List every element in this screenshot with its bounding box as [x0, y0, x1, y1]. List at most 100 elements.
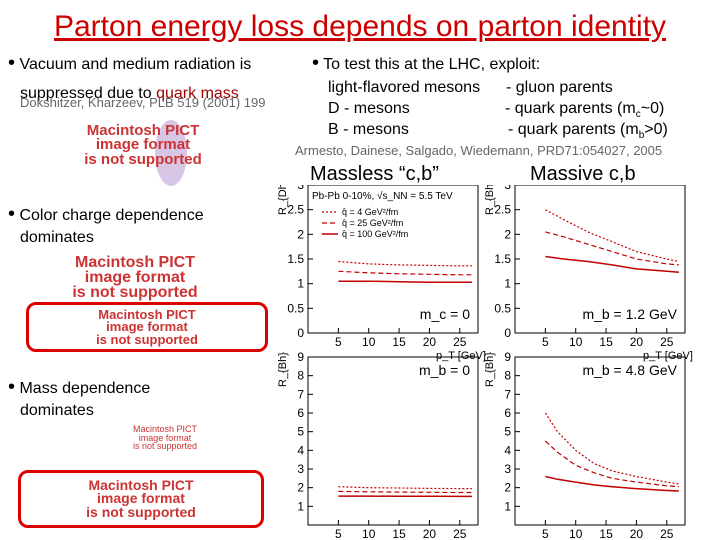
pict-placeholder-1: Macintosh PICT image format is not suppo… — [58, 122, 228, 167]
y-tick-label: 3 — [504, 462, 511, 476]
y-tick-label: 1.5 — [287, 252, 304, 266]
y-tick-label: 4 — [504, 443, 511, 457]
bullet-dot: • — [312, 52, 320, 74]
legend-entry: q̂ = 4 GeV²/fm — [342, 207, 398, 217]
bullet-radiation-line2: suppressed due to quark mass — [20, 84, 239, 103]
y-tick-label: 1 — [297, 277, 304, 291]
pict-placeholder-5: Macintosh PICT image format is not suppo… — [21, 477, 261, 520]
bullet-dot: • — [8, 52, 16, 74]
y-tick-label: 3 — [504, 185, 511, 192]
y-axis-label: R_{Bh} — [484, 185, 496, 215]
row-light-mesons: light-flavored mesons — [328, 79, 481, 96]
x-tick-label: 15 — [599, 335, 613, 349]
pict-text-line: image format — [138, 432, 192, 443]
series-line — [544, 440, 679, 488]
y-tick-label: 3 — [297, 462, 304, 476]
series-line — [545, 209, 680, 263]
y-axis-label: R_{Bh} — [277, 352, 289, 387]
y-tick-label: 2 — [297, 227, 304, 241]
y-tick-label: 6 — [504, 406, 511, 420]
row2-sub: c — [635, 109, 641, 121]
row3-text: - quark parents (m — [508, 121, 639, 138]
y-tick-label: 0.5 — [287, 301, 304, 315]
pict-text-line: image format — [97, 490, 185, 507]
mass-label: m_c = 0 — [420, 306, 470, 322]
row-quark-parents-c: - quark parents (mc~0) — [505, 99, 664, 124]
chart-panel-top-right: 0 0.5 1 1.5 2 2.5 3 5 10 15 20 25 R_{Bh} p_T [GeV] m_b… — [484, 185, 693, 362]
pict-box-red-2: Macintosh PICT image format is not suppo… — [18, 470, 264, 528]
row-b-mesons: B - mesons — [328, 121, 409, 138]
pict-text-line: image format — [95, 136, 191, 154]
chart-panel-top-left: 0 0.5 1 1.5 2 2.5 3 5 10 15 20 25 R_{Dh} p_T [GeV] m_c… — [277, 185, 486, 362]
y-tick-label: 9 — [297, 350, 304, 364]
pict-box-red-1: Macintosh PICT image format is not suppo… — [26, 302, 268, 352]
pict-text-line: Macintosh PICT — [88, 477, 194, 493]
x-tick-label: 5 — [335, 527, 342, 540]
y-tick-label: 7 — [297, 387, 304, 401]
series-line — [338, 280, 472, 283]
pict-placeholder-4: Macintosh PICT image format is not suppo… — [110, 425, 220, 451]
pict-text-line: Macintosh PICT — [132, 424, 198, 434]
x-tick-label: 20 — [630, 527, 644, 540]
pict-text-line: is not supported — [96, 331, 198, 347]
y-tick-label: 1 — [297, 499, 304, 513]
y-tick-label: 0 — [504, 326, 511, 340]
citation-armesto: Armesto, Dainese, Salgado, Wiedemann, PR… — [295, 143, 663, 158]
series-line — [338, 490, 472, 494]
bullet-color-charge-line2: dominates — [20, 229, 94, 246]
pict-placeholder-2: Macintosh PICT image format is not suppo… — [30, 254, 240, 302]
x-tick-label: 25 — [453, 527, 467, 540]
y-tick-label: 1.5 — [494, 252, 511, 266]
bullet-radiation: • Vacuum and medium radiation is — [8, 52, 252, 74]
pict-text-line: Macintosh PICT — [74, 254, 195, 271]
bullet-mass-dependence: • Mass dependence — [8, 377, 150, 398]
series-line — [544, 412, 679, 485]
massive-label: Massive c,b — [530, 163, 636, 185]
x-tick-label: 20 — [630, 335, 644, 349]
x-tick-label: 15 — [392, 335, 406, 349]
mass-label: m_b = 0 — [419, 362, 470, 378]
x-axis-label: p_T [GeV] — [643, 350, 693, 362]
pict-text-line: is not supported — [132, 441, 198, 452]
pict-text-line: is not supported — [72, 284, 198, 302]
series-line — [545, 475, 679, 492]
x-tick-label: 15 — [392, 527, 406, 540]
x-tick-label: 5 — [335, 335, 342, 349]
bullet-color-charge: • Color charge dependence — [8, 204, 204, 225]
bullet-radiation-text: Vacuum and medium radiation is — [19, 56, 252, 73]
x-tick-label: 15 — [599, 527, 613, 540]
charts-svg: 00.511.522.535 10 15 20 25R_{Dh}p_T [GeV]m_c… — [277, 185, 693, 540]
x-tick-label: 10 — [362, 335, 376, 349]
y-tick-label: 5 — [297, 425, 304, 439]
row2-text: - quark parents (m — [505, 100, 636, 117]
citation-dokshitzer: Dokshitzer, Kharzeev, PLB 519 (2001) 199 — [20, 95, 266, 110]
y-axis-label: R_{Bh} — [484, 352, 496, 387]
pict-text-line: image format — [84, 269, 186, 287]
mass-label: m_b = 4.8 GeV — [582, 362, 677, 378]
plot-frame — [514, 356, 686, 526]
y-tick-label: 2 — [504, 481, 511, 495]
y-tick-label: 2.5 — [287, 203, 304, 217]
y-tick-label: 7 — [504, 387, 511, 401]
pict-text-line: Macintosh PICT — [86, 122, 200, 139]
x-tick-label: 25 — [660, 527, 674, 540]
row-gluon-parents: - gluon parents — [506, 79, 613, 96]
y-axis-label: R_{Dh} — [277, 185, 289, 215]
row3-sub: b — [638, 130, 645, 142]
pict-text-line: is not supported — [86, 503, 196, 520]
y-tick-label: 6 — [297, 406, 304, 420]
x-tick-label: 25 — [453, 335, 467, 349]
row3-tail: >0) — [644, 121, 668, 138]
bullet-lhc-text: To test this at the LHC, exploit: — [323, 56, 541, 73]
y-tick-label: 3 — [297, 185, 304, 192]
x-tick-label: 20 — [423, 335, 437, 349]
pict-text-line: image format — [106, 319, 188, 335]
y-tick-label: 5 — [504, 425, 511, 439]
series-line — [338, 486, 472, 490]
bullet-lhc-test: • To test this at the LHC, exploit: — [312, 52, 541, 74]
y-tick-label: 8 — [504, 369, 511, 383]
legend-entry: q̂ = 100 GeV²/fm — [342, 229, 408, 239]
y-tick-label: 2.5 — [494, 203, 511, 217]
row-quark-parents-b: - quark parents (mb>0) — [508, 120, 668, 145]
